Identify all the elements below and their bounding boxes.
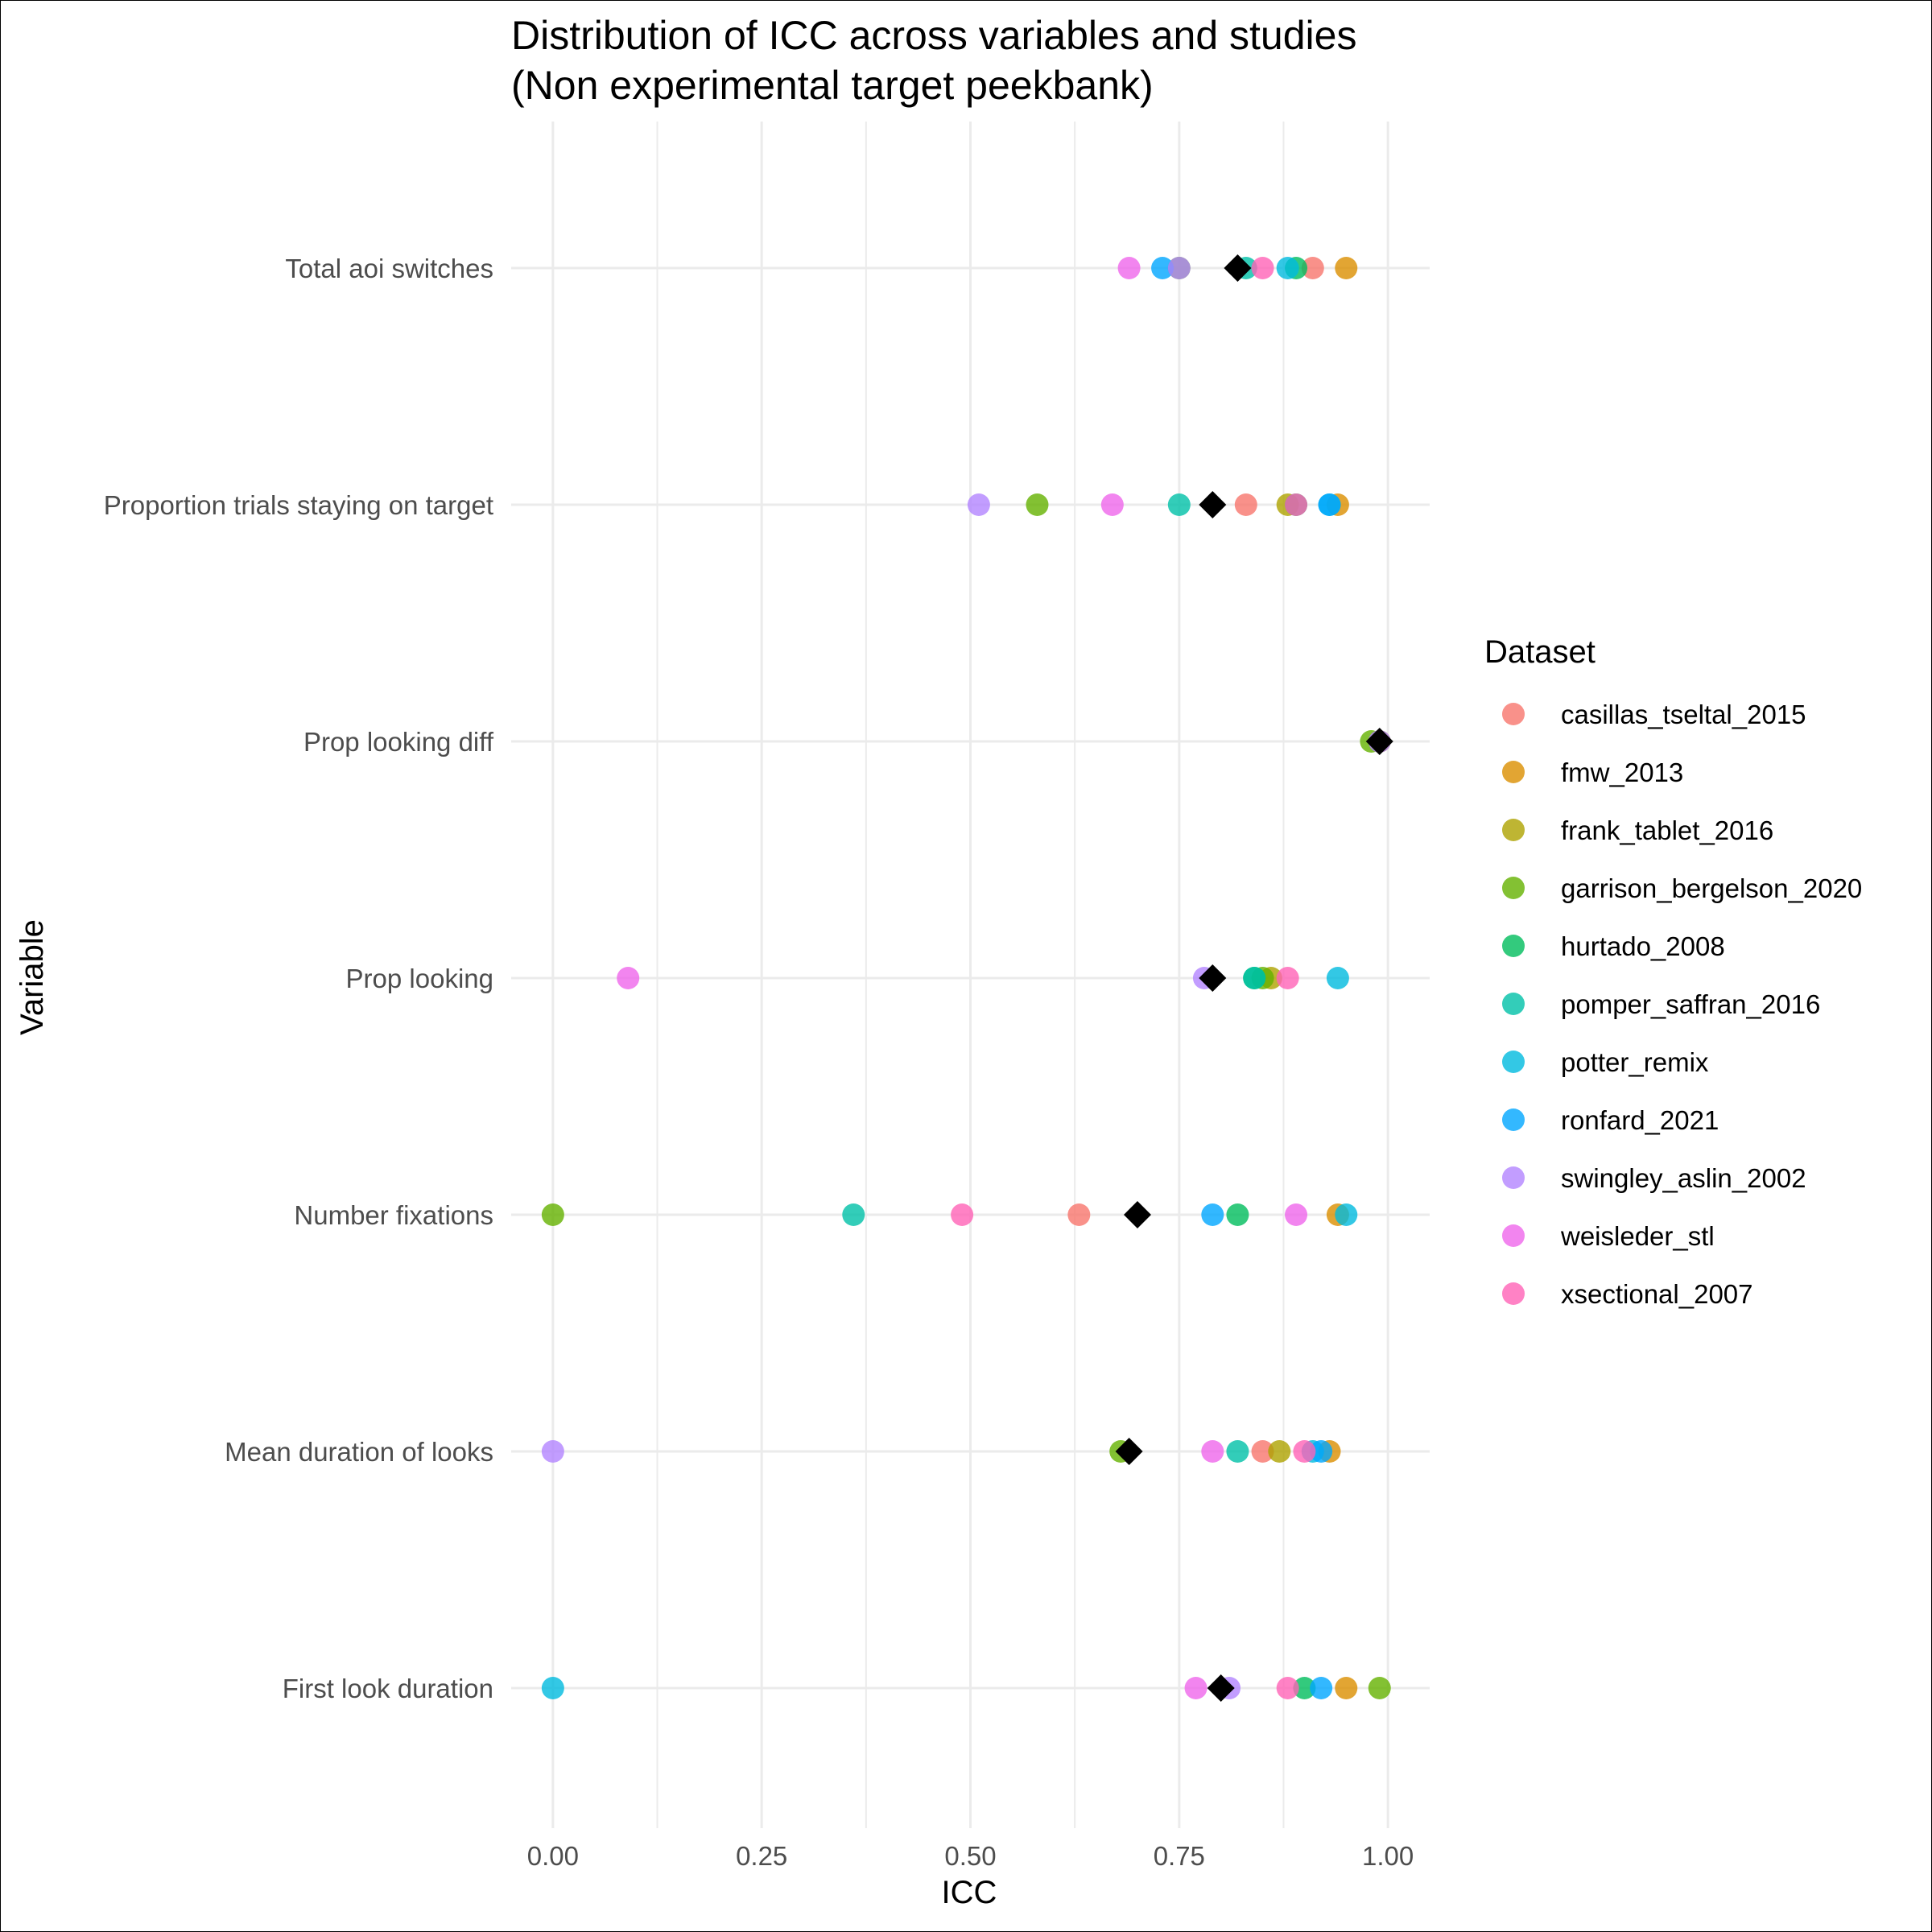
mean-diamond — [1199, 964, 1227, 992]
data-point-weisleder_stl — [1285, 1203, 1308, 1226]
mean-diamond — [1123, 1201, 1151, 1228]
data-point-weisleder_stl — [617, 967, 640, 989]
y-tick-label: Total aoi switches — [285, 254, 493, 283]
y-tick-label: First look duration — [283, 1674, 493, 1703]
y-tick-label: Mean duration of looks — [225, 1437, 493, 1467]
legend-key-fmw_2013 — [1502, 761, 1525, 783]
data-point-pomper_saffran_2016 — [1243, 967, 1266, 989]
mean-diamond — [1365, 728, 1393, 755]
data-point-potter_remix — [1335, 1203, 1358, 1226]
data-point-ronfard_2021 — [1151, 257, 1174, 279]
legend-key-garrison_bergelson_2020 — [1502, 877, 1525, 899]
chart-subtitle: (Non experimental target peekbank) — [511, 63, 1154, 108]
data-point-weisleder_stl — [1117, 257, 1141, 279]
data-point-xsectional_2007 — [1251, 257, 1274, 279]
legend-label: fmw_2013 — [1561, 758, 1683, 787]
data-point-xsectional_2007 — [1285, 493, 1308, 516]
x-axis-title: ICC — [942, 1875, 997, 1910]
data-point-swingley_aslin_2002 — [541, 1440, 564, 1463]
data-point-pomper_saffran_2016 — [842, 1203, 865, 1226]
data-point-pomper_saffran_2016 — [1226, 1440, 1249, 1463]
data-point-swingley_aslin_2002 — [967, 493, 990, 516]
legend-key-potter_remix — [1502, 1051, 1525, 1073]
y-axis-title: Variable — [14, 919, 50, 1035]
data-point-weisleder_stl — [1184, 1677, 1208, 1699]
legend-label: casillas_tseltal_2015 — [1561, 700, 1806, 729]
legend-label: hurtado_2008 — [1561, 931, 1725, 961]
mean-markers — [1115, 254, 1393, 1702]
data-point-ronfard_2021 — [1310, 1677, 1333, 1699]
mean-diamond — [1207, 1674, 1235, 1702]
legend-key-pomper_saffran_2016 — [1502, 993, 1525, 1015]
legend-title: Dataset — [1484, 634, 1596, 670]
legend-label: pomper_saffran_2016 — [1561, 989, 1820, 1019]
legend-key-weisleder_stl — [1502, 1224, 1525, 1247]
y-tick-label: Prop looking — [346, 964, 493, 993]
data-point-ronfard_2021 — [1310, 1440, 1333, 1463]
y-tick-label: Proportion trials staying on target — [104, 490, 493, 520]
data-point-swingley_aslin_2002 — [1167, 257, 1191, 279]
legend-key-ronfard_2021 — [1502, 1108, 1525, 1131]
data-point-xsectional_2007 — [951, 1203, 974, 1226]
legend-key-hurtado_2008 — [1502, 935, 1525, 957]
data-point-frank_tablet_2016 — [1268, 1440, 1291, 1463]
data-point-pomper_saffran_2016 — [1167, 493, 1191, 516]
x-tick-label: 0.75 — [1154, 1841, 1205, 1871]
data-point-xsectional_2007 — [1276, 1677, 1299, 1699]
legend-label: ronfard_2021 — [1561, 1105, 1719, 1135]
mean-diamond — [1224, 254, 1252, 282]
x-tick-label: 0.50 — [944, 1841, 996, 1871]
chart-title: Distribution of ICC across variables and… — [511, 13, 1356, 58]
data-point-potter_remix — [1326, 967, 1349, 989]
data-point-xsectional_2007 — [1293, 1440, 1316, 1463]
y-tick-label: Prop looking diff — [303, 727, 494, 757]
y-tick-labels: Total aoi switches Proportion trials stay… — [104, 254, 494, 1703]
mean-diamond — [1115, 1438, 1143, 1465]
x-tick-label: 1.00 — [1362, 1841, 1414, 1871]
x-tick-labels: 0.00 0.25 0.50 0.75 1.00 — [527, 1841, 1414, 1871]
data-point-garrison_bergelson_2020 — [1026, 493, 1049, 516]
data-point-weisleder_stl — [1100, 493, 1124, 516]
data-point-hurtado_2008 — [1293, 1677, 1316, 1699]
legend-label: potter_remix — [1561, 1047, 1709, 1077]
data-point-ronfard_2021 — [1201, 1203, 1224, 1226]
y-tick-label: Number fixations — [294, 1200, 493, 1230]
mean-diamond — [1199, 491, 1227, 518]
data-point-casillas_tseltal_2015 — [1251, 1440, 1274, 1463]
legend-label: garrison_bergelson_2020 — [1561, 873, 1862, 903]
data-point-ronfard_2021 — [1318, 493, 1341, 516]
legend-key-frank_tablet_2016 — [1502, 819, 1525, 841]
legend-label: weisleder_stl — [1560, 1221, 1715, 1251]
data-point-fmw_2013 — [1335, 1677, 1358, 1699]
legend-key-swingley_aslin_2002 — [1502, 1166, 1525, 1189]
data-point-casillas_tseltal_2015 — [1067, 1203, 1091, 1226]
data-point-potter_remix — [541, 1677, 564, 1699]
data-point-casillas_tseltal_2015 — [1301, 257, 1324, 279]
data-point-garrison_bergelson_2020 — [541, 1203, 564, 1226]
legend-label: xsectional_2007 — [1561, 1279, 1753, 1309]
legend: Dataset casillas_tseltal_2015 fmw_2013fra… — [1484, 634, 1862, 1309]
data-point-fmw_2013 — [1335, 257, 1358, 279]
data-point-weisleder_stl — [1201, 1440, 1224, 1463]
data-point-hurtado_2008 — [1226, 1203, 1249, 1226]
data-point-potter_remix — [1276, 257, 1299, 279]
legend-label: frank_tablet_2016 — [1561, 815, 1773, 845]
legend-key-xsectional_2007 — [1502, 1282, 1525, 1305]
x-tick-label: 0.00 — [527, 1841, 579, 1871]
data-point-garrison_bergelson_2020 — [1368, 1677, 1391, 1699]
data-point-xsectional_2007 — [1276, 967, 1299, 989]
data-point-casillas_tseltal_2015 — [1234, 493, 1257, 516]
legend-key-casillas_tseltal_2015 — [1502, 703, 1525, 725]
legend-label: swingley_aslin_2002 — [1561, 1163, 1806, 1193]
x-tick-label: 0.25 — [736, 1841, 787, 1871]
